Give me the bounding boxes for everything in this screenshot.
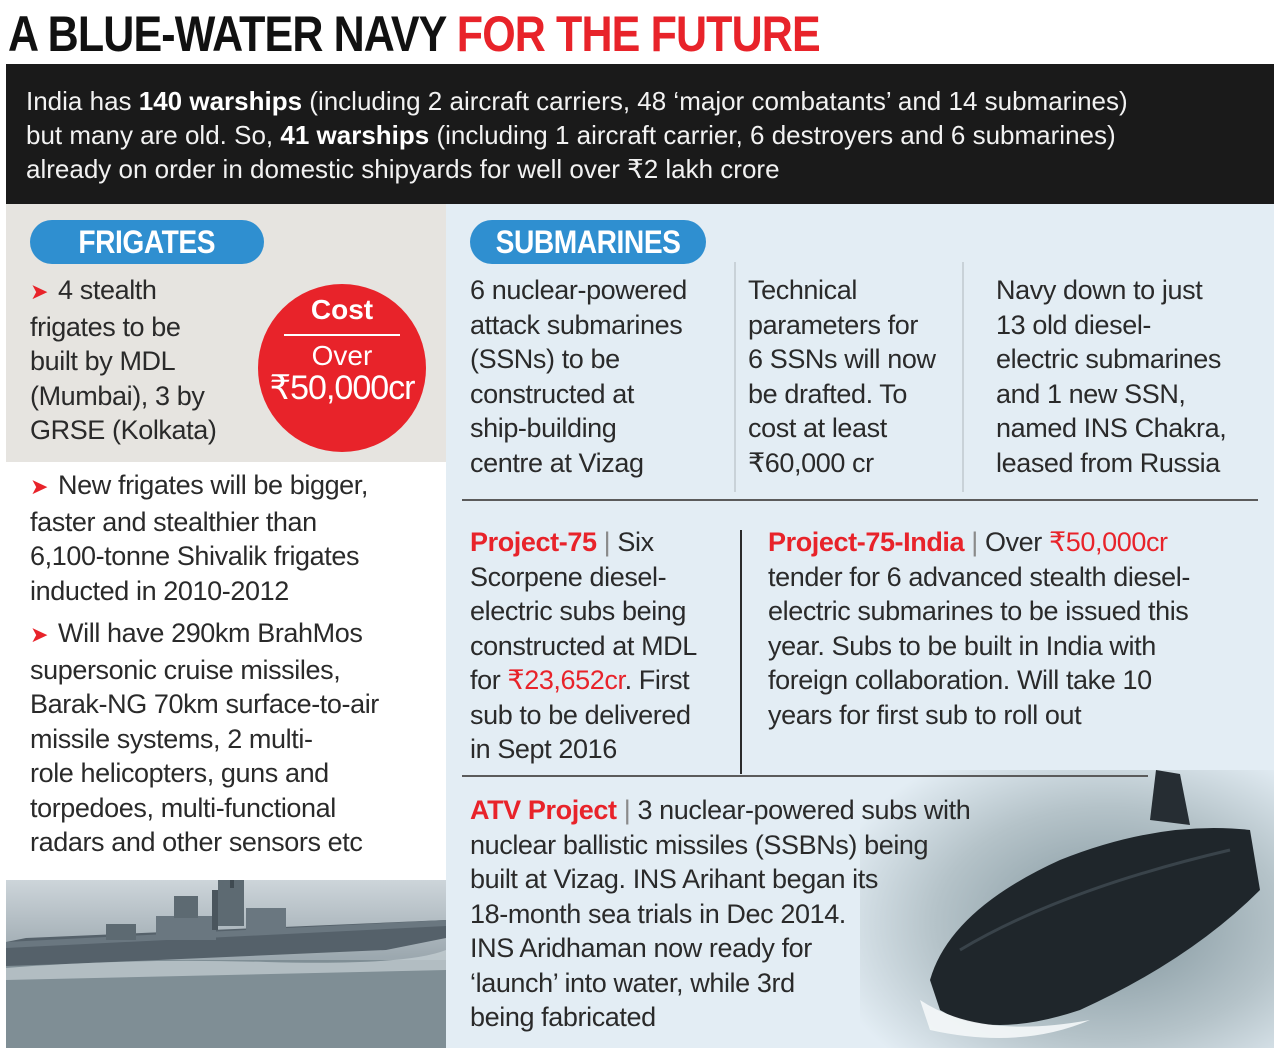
headline-part2: FOR THE FUTURE bbox=[456, 6, 821, 62]
section-divider bbox=[462, 499, 1258, 501]
arrow-icon: ➤ bbox=[30, 474, 49, 499]
submarine-photo bbox=[860, 770, 1274, 1048]
atv-project-title: ATV Project bbox=[470, 795, 617, 825]
cost-title: Cost bbox=[310, 294, 374, 325]
cost-value: ₹50,000cr bbox=[269, 369, 416, 407]
arrow-icon: ➤ bbox=[30, 622, 49, 647]
frigates-point-1: ➤ 4 stealth frigates to be built by MDL (… bbox=[30, 275, 217, 445]
frigates-point-3: ➤ Will have 290km BrahMos supersonic crui… bbox=[30, 618, 379, 857]
headline-part1: A BLUE-WATER NAVY bbox=[8, 6, 447, 62]
column-divider bbox=[962, 262, 964, 492]
cost-over: Over bbox=[311, 340, 373, 371]
project-75-india-block: Project-75-India | Over ₹50,000cr tender… bbox=[768, 527, 1190, 730]
frigate-photo bbox=[6, 880, 446, 1048]
section-divider bbox=[462, 775, 1148, 777]
frigates-point-2: ➤ New frigates will be bigger, faster and… bbox=[30, 470, 368, 606]
column-divider bbox=[740, 530, 742, 774]
submarines-label: SUBMARINES bbox=[470, 220, 706, 264]
atv-project-block: ATV Project | 3 nuclear-powered subs wit… bbox=[470, 795, 971, 1032]
submarines-col-3: Navy down to just 13 old diesel- electri… bbox=[996, 275, 1227, 478]
intro-line-1: India has 140 warships (including 2 airc… bbox=[26, 86, 1128, 116]
column-divider bbox=[734, 262, 736, 492]
arrow-icon: ➤ bbox=[30, 279, 49, 304]
submarines-col-1: 6 nuclear-powered attack submarines (SSN… bbox=[470, 275, 687, 478]
frigates-label: FRIGATES bbox=[30, 220, 264, 264]
submarines-col-2: Technical parameters for 6 SSNs will now… bbox=[748, 275, 936, 478]
submarine-icon bbox=[860, 770, 1274, 1048]
headline: A BLUE-WATER NAVY FOR THE FUTURE bbox=[8, 4, 821, 64]
frigate-cost-badge: Cost Over ₹50,000cr bbox=[258, 284, 426, 452]
frigate-ship-icon bbox=[6, 880, 446, 1048]
intro-line-3: already on order in domestic shipyards f… bbox=[26, 154, 780, 184]
intro-line-2: but many are old. So, 41 warships (inclu… bbox=[26, 120, 1116, 150]
project-75-title: Project-75 bbox=[470, 527, 597, 557]
project-75-block: Project-75 | Six Scorpene diesel- electr… bbox=[470, 527, 697, 764]
project-75-india-title: Project-75-India bbox=[768, 527, 965, 557]
intro-bar: India has 140 warships (including 2 airc… bbox=[6, 64, 1274, 204]
cost-divider bbox=[284, 334, 400, 336]
